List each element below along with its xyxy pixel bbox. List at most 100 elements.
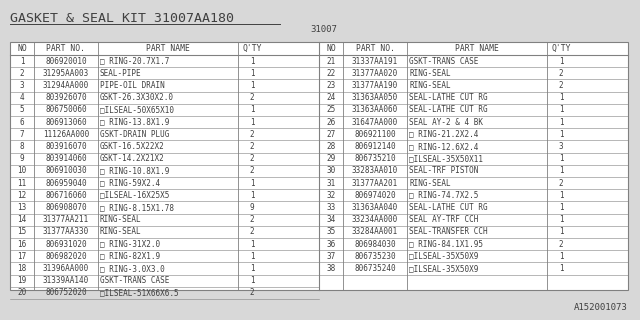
Text: 31339AA140: 31339AA140: [43, 276, 89, 285]
Text: 31377AA020: 31377AA020: [352, 69, 398, 78]
Text: 15: 15: [17, 228, 27, 236]
Text: 1: 1: [559, 215, 563, 224]
Text: 36: 36: [326, 240, 335, 249]
Text: 1: 1: [250, 240, 254, 249]
Text: PART NAME: PART NAME: [146, 44, 190, 53]
Text: □ILSEAL-35X50X9: □ILSEAL-35X50X9: [409, 252, 478, 261]
Text: □ RING-20.7X1.7: □ RING-20.7X1.7: [100, 57, 170, 66]
Text: 806921100: 806921100: [354, 130, 396, 139]
Text: 2: 2: [250, 288, 254, 297]
Text: GSKT-TRANS CASE: GSKT-TRANS CASE: [409, 57, 478, 66]
Text: GSKT-14.2X21X2: GSKT-14.2X21X2: [100, 154, 164, 163]
Text: □ILSEAL-16X25X5: □ILSEAL-16X25X5: [100, 191, 170, 200]
Text: □ RING-82X1.9: □ RING-82X1.9: [100, 252, 160, 261]
Text: 2: 2: [250, 228, 254, 236]
Text: 2: 2: [250, 154, 254, 163]
Text: PART NO.: PART NO.: [47, 44, 86, 53]
Text: 806750060: 806750060: [45, 105, 87, 115]
Text: Q'TY: Q'TY: [551, 44, 571, 53]
Text: SEAL-LATHE CUT RG: SEAL-LATHE CUT RG: [409, 203, 488, 212]
Text: □ILSEAL-50X65X10: □ILSEAL-50X65X10: [100, 105, 174, 115]
Text: 2: 2: [559, 240, 563, 249]
Text: 1: 1: [20, 57, 24, 66]
Text: SEAL-LATHE CUT RG: SEAL-LATHE CUT RG: [409, 105, 488, 115]
Text: 806920010: 806920010: [45, 57, 87, 66]
Text: 2: 2: [559, 69, 563, 78]
Text: □ RING-13.8X1.9: □ RING-13.8X1.9: [100, 118, 170, 127]
Text: 806735210: 806735210: [354, 154, 396, 163]
Text: 31363AA050: 31363AA050: [352, 93, 398, 102]
Text: 806974020: 806974020: [354, 191, 396, 200]
Text: SEAL AY-TRF CCH: SEAL AY-TRF CCH: [409, 215, 478, 224]
Text: 1: 1: [559, 203, 563, 212]
Text: 806912140: 806912140: [354, 142, 396, 151]
Text: PART NAME: PART NAME: [455, 44, 499, 53]
Text: A152001073: A152001073: [574, 303, 628, 312]
Text: □ RING-21.2X2.4: □ RING-21.2X2.4: [409, 130, 478, 139]
Text: 31: 31: [326, 179, 335, 188]
Text: 24: 24: [326, 93, 335, 102]
Text: 31363AA060: 31363AA060: [352, 105, 398, 115]
Text: □ RING-8.15X1.78: □ RING-8.15X1.78: [100, 203, 174, 212]
Text: 13: 13: [17, 203, 27, 212]
Text: 29: 29: [326, 154, 335, 163]
Text: 1: 1: [559, 105, 563, 115]
Text: 31363AA040: 31363AA040: [352, 203, 398, 212]
Text: PART NO.: PART NO.: [355, 44, 394, 53]
Text: 2: 2: [250, 93, 254, 102]
Text: SEAL-TRANSFER CCH: SEAL-TRANSFER CCH: [409, 228, 488, 236]
Text: 803916070: 803916070: [45, 142, 87, 151]
Text: 25: 25: [326, 105, 335, 115]
Text: NO: NO: [17, 44, 27, 53]
Text: 26: 26: [326, 118, 335, 127]
Text: 31377AA330: 31377AA330: [43, 228, 89, 236]
Text: 1: 1: [559, 264, 563, 273]
Text: 22: 22: [326, 69, 335, 78]
Text: 1: 1: [559, 166, 563, 175]
Text: 32: 32: [326, 191, 335, 200]
Text: 1: 1: [559, 228, 563, 236]
Text: 31377AA190: 31377AA190: [352, 81, 398, 90]
Text: 38: 38: [326, 264, 335, 273]
Text: 806913060: 806913060: [45, 118, 87, 127]
Text: 33283AA010: 33283AA010: [352, 166, 398, 175]
Text: 33: 33: [326, 203, 335, 212]
Text: 2: 2: [250, 215, 254, 224]
Text: 23: 23: [326, 81, 335, 90]
Text: 2: 2: [250, 166, 254, 175]
Text: NO: NO: [326, 44, 336, 53]
Text: 1: 1: [559, 154, 563, 163]
Text: RING-SEAL: RING-SEAL: [100, 215, 141, 224]
Text: GSKT-DRAIN PLUG: GSKT-DRAIN PLUG: [100, 130, 170, 139]
Text: 11: 11: [17, 179, 27, 188]
Text: 30: 30: [326, 166, 335, 175]
Text: SEAL AY-2 & 4 BK: SEAL AY-2 & 4 BK: [409, 118, 483, 127]
Text: 11126AA000: 11126AA000: [43, 130, 89, 139]
Text: 31295AA003: 31295AA003: [43, 69, 89, 78]
Text: □ RING-3.0X3.0: □ RING-3.0X3.0: [100, 264, 164, 273]
Text: 33234AA000: 33234AA000: [352, 215, 398, 224]
Text: 806982020: 806982020: [45, 252, 87, 261]
Text: RING-SEAL: RING-SEAL: [409, 179, 451, 188]
Text: 28: 28: [326, 142, 335, 151]
Text: 1: 1: [250, 276, 254, 285]
Text: 34: 34: [326, 215, 335, 224]
Text: 16: 16: [17, 240, 27, 249]
Text: GSKT-16.5X22X2: GSKT-16.5X22X2: [100, 142, 164, 151]
Text: 806908070: 806908070: [45, 203, 87, 212]
Text: 1: 1: [250, 81, 254, 90]
Text: 31377AA211: 31377AA211: [43, 215, 89, 224]
Text: 33284AA001: 33284AA001: [352, 228, 398, 236]
Text: 806752020: 806752020: [45, 288, 87, 297]
Text: □ RING-12.6X2.4: □ RING-12.6X2.4: [409, 142, 478, 151]
Text: 803926070: 803926070: [45, 93, 87, 102]
Text: 9: 9: [20, 154, 24, 163]
Text: 9: 9: [250, 203, 254, 212]
Text: Q'TY: Q'TY: [243, 44, 262, 53]
Text: 1: 1: [559, 191, 563, 200]
Text: 806931020: 806931020: [45, 240, 87, 249]
Text: □ RING-31X2.0: □ RING-31X2.0: [100, 240, 160, 249]
Text: 27: 27: [326, 130, 335, 139]
Text: 1: 1: [559, 118, 563, 127]
Text: 19: 19: [17, 276, 27, 285]
